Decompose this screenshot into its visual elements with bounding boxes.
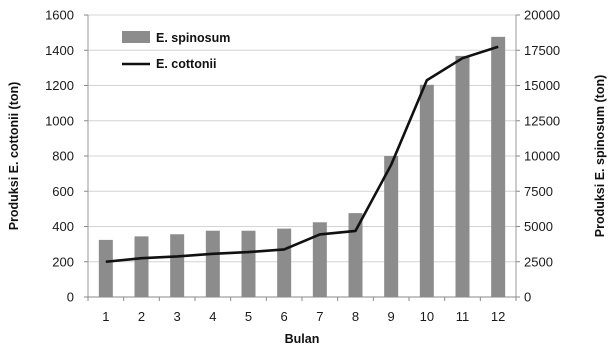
left-tick-label: 1000 (45, 113, 74, 128)
right-tick-label: 20000 (524, 8, 560, 23)
right-tick-label: 2500 (524, 254, 553, 269)
right-tick-label: 12500 (524, 113, 560, 128)
bar-e-spinosum (277, 228, 292, 297)
legend-swatch-e-spinosum (122, 31, 150, 43)
left-tick-label: 1400 (45, 43, 74, 58)
left-tick-label: 600 (52, 184, 74, 199)
right-tick-label: 17500 (524, 43, 560, 58)
x-tick-label: 9 (388, 309, 395, 324)
bar-e-spinosum (491, 36, 506, 297)
right-tick-label: 15000 (524, 78, 560, 93)
bar-e-spinosum (98, 239, 113, 297)
right-tick-label: 10000 (524, 149, 560, 164)
bar-e-spinosum (241, 230, 256, 297)
x-tick-label: 12 (491, 309, 505, 324)
left-tick-label: 1600 (45, 8, 74, 23)
left-axis-ticks: 0 200 400 600 800 1000 1200 1400 1600 (45, 8, 88, 305)
right-axis-title: Produksi E. spinosum (ton) (593, 75, 607, 238)
x-tick-label: 2 (138, 309, 145, 324)
bar-e-spinosum (384, 156, 399, 297)
x-axis-ticks: 1 2 3 4 5 6 7 8 9 10 11 12 (87, 297, 517, 324)
left-tick-label: 200 (52, 254, 74, 269)
bar-e-spinosum (205, 230, 220, 297)
right-axis-ticks: 0 2500 5000 7500 10000 12500 15000 17500 20000 (516, 8, 560, 305)
left-axis-title: Produksi E. cottonii (ton) (7, 82, 21, 231)
bar-series-e-spinosum (98, 36, 506, 297)
left-tick-label: 0 (67, 290, 74, 305)
x-tick-label: 10 (420, 309, 434, 324)
legend-label-e-spinosum: E. spinosum (156, 31, 230, 45)
x-tick-label: 1 (102, 309, 109, 324)
right-tick-label: 0 (524, 290, 531, 305)
bar-e-spinosum (455, 55, 470, 297)
right-tick-label: 5000 (524, 219, 553, 234)
bar-e-spinosum (312, 222, 327, 297)
x-tick-label: 3 (174, 309, 181, 324)
gridlines (88, 14, 516, 263)
legend-label-e-cottonii: E. cottonii (156, 57, 216, 71)
x-tick-label: 6 (281, 309, 288, 324)
x-tick-label: 4 (209, 309, 216, 324)
bar-e-spinosum (348, 213, 363, 297)
x-tick-label: 8 (352, 309, 359, 324)
x-tick-label: 11 (456, 309, 470, 324)
left-tick-label: 1200 (45, 78, 74, 93)
bar-e-spinosum (134, 236, 149, 297)
left-tick-label: 400 (52, 219, 74, 234)
line-series-e-cottonii (105, 45, 499, 264)
right-tick-label: 7500 (524, 184, 553, 199)
x-axis-title: Bulan (285, 332, 320, 346)
left-tick-label: 800 (52, 149, 74, 164)
bar-e-spinosum (170, 234, 185, 297)
bar-e-spinosum (419, 84, 434, 297)
x-tick-label: 5 (245, 309, 252, 324)
x-tick-label: 7 (316, 309, 323, 324)
series-line-e-cottonii (105, 45, 499, 264)
legend: E. spinosum E. cottonii (122, 31, 230, 71)
